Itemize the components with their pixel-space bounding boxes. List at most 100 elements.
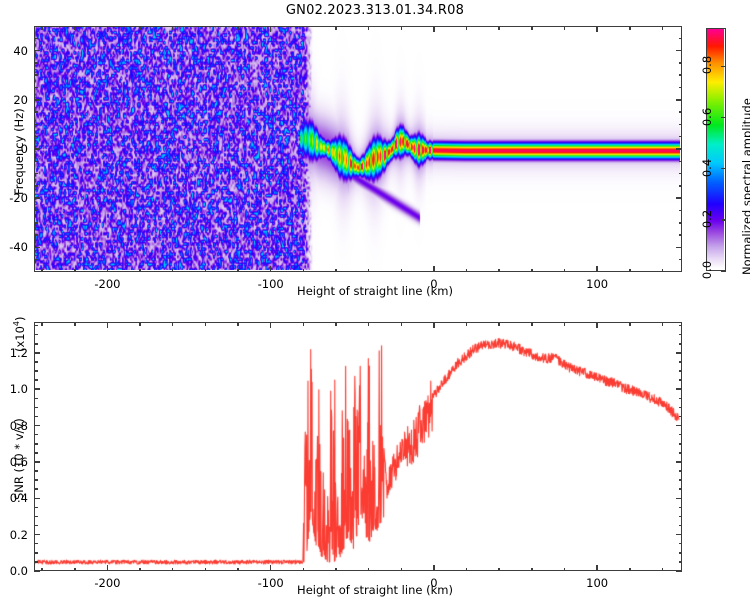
snr-panel bbox=[34, 322, 682, 571]
x-tick-minor-top bbox=[465, 26, 468, 30]
y-tick-minor-right bbox=[678, 74, 682, 76]
colorbar-tick bbox=[721, 270, 726, 272]
x-tick-minor-top bbox=[531, 322, 533, 326]
x-tick-minor bbox=[563, 268, 566, 272]
y-tick-minor-right bbox=[678, 561, 682, 563]
y-tick-major bbox=[34, 49, 40, 52]
x-tick-minor bbox=[531, 567, 533, 571]
y-tick-minor bbox=[34, 86, 38, 89]
x-tick-major-top bbox=[433, 26, 435, 32]
x-tick-label: 100 bbox=[586, 576, 609, 590]
y-tick-label: 20 bbox=[13, 92, 28, 107]
y-tick-label: 0.0 bbox=[9, 564, 28, 578]
y-tick-major bbox=[34, 352, 40, 354]
snr-exponent-base: (x10 bbox=[12, 326, 27, 352]
x-tick-minor bbox=[171, 268, 174, 272]
y-tick-minor bbox=[34, 470, 38, 472]
y-tick-major-right bbox=[676, 246, 682, 249]
x-tick-major-top bbox=[106, 26, 109, 32]
y-tick-minor bbox=[34, 74, 38, 76]
x-tick-minor-top bbox=[139, 322, 141, 326]
spectrogram-y-axis-label: Frequency (Hz) bbox=[12, 108, 26, 195]
y-tick-minor bbox=[34, 185, 38, 187]
x-tick-major-top bbox=[433, 322, 435, 328]
colorbar-gradient bbox=[707, 29, 724, 269]
y-tick-minor bbox=[34, 160, 38, 163]
x-tick-minor-top bbox=[41, 26, 43, 30]
y-tick-major bbox=[34, 148, 40, 150]
x-tick-minor bbox=[498, 268, 500, 272]
x-tick-minor-top bbox=[171, 26, 174, 30]
x-tick-minor-top bbox=[629, 322, 631, 326]
y-tick-minor-right bbox=[678, 479, 682, 481]
colorbar-tick-label: 0.8 bbox=[700, 56, 714, 75]
snr-y-axis-exponent: (x104) bbox=[12, 316, 27, 352]
colorbar-tick-label: 0.4 bbox=[700, 158, 714, 177]
y-tick-minor-right bbox=[678, 406, 682, 409]
y-tick-minor-right bbox=[678, 370, 682, 372]
x-tick-major bbox=[106, 266, 109, 272]
x-tick-minor-top bbox=[531, 26, 533, 30]
x-tick-minor-top bbox=[302, 26, 305, 30]
x-tick-minor-top bbox=[335, 26, 337, 30]
x-tick-major-top bbox=[596, 322, 598, 328]
y-tick-minor-right bbox=[678, 37, 682, 40]
y-tick-label: 0 bbox=[20, 142, 28, 156]
y-tick-major bbox=[34, 197, 40, 199]
x-tick-minor-top bbox=[563, 322, 566, 326]
y-tick-major-right bbox=[676, 49, 682, 52]
colorbar-tick bbox=[721, 219, 726, 221]
y-tick-label: 0.6 bbox=[9, 454, 28, 469]
y-tick-major bbox=[34, 246, 40, 249]
x-tick-minor bbox=[400, 567, 402, 571]
colorbar-label: Normalized spectral amplitude bbox=[740, 98, 750, 275]
x-tick-minor-top bbox=[629, 26, 631, 30]
y-tick-minor bbox=[34, 561, 38, 563]
y-tick-minor bbox=[34, 406, 38, 409]
y-tick-minor-right bbox=[678, 222, 682, 224]
y-tick-major bbox=[34, 461, 40, 463]
y-tick-major-right bbox=[676, 197, 682, 199]
y-tick-label: -40 bbox=[9, 240, 28, 255]
x-tick-major-top bbox=[269, 322, 272, 328]
y-tick-minor-right bbox=[678, 415, 682, 418]
x-tick-minor-top bbox=[563, 26, 566, 30]
x-tick-minor bbox=[498, 567, 500, 571]
x-tick-major bbox=[596, 266, 598, 272]
y-tick-major-right bbox=[676, 497, 682, 500]
x-tick-major bbox=[433, 565, 435, 571]
x-tick-minor bbox=[139, 268, 141, 272]
x-tick-minor-top bbox=[74, 322, 76, 326]
x-tick-minor bbox=[204, 567, 207, 571]
snr-x-axis-label: Height of straight line (km) bbox=[297, 583, 453, 597]
y-tick-major-right bbox=[676, 352, 682, 354]
y-tick-major-right bbox=[676, 99, 682, 101]
y-tick-minor bbox=[34, 209, 38, 212]
y-tick-minor bbox=[34, 379, 38, 381]
x-tick-label: -200 bbox=[94, 576, 121, 590]
x-tick-minor bbox=[661, 268, 664, 272]
x-tick-minor bbox=[171, 567, 174, 571]
x-tick-minor bbox=[302, 268, 305, 272]
y-tick-minor-right bbox=[678, 343, 682, 345]
y-tick-minor-right bbox=[678, 361, 682, 363]
x-tick-minor bbox=[563, 567, 566, 571]
y-tick-minor-right bbox=[678, 160, 682, 163]
y-tick-minor-right bbox=[678, 258, 682, 261]
x-tick-label: -200 bbox=[94, 277, 121, 291]
x-tick-minor bbox=[204, 268, 207, 272]
y-tick-minor bbox=[34, 62, 38, 64]
y-tick-minor-right bbox=[678, 443, 682, 445]
y-tick-minor-right bbox=[678, 542, 682, 545]
y-tick-minor-right bbox=[678, 488, 682, 490]
x-tick-minor-top bbox=[237, 322, 239, 326]
x-tick-major bbox=[596, 565, 598, 571]
x-tick-minor-top bbox=[367, 322, 370, 326]
y-tick-minor bbox=[34, 433, 38, 436]
x-tick-minor-top bbox=[661, 26, 664, 30]
y-tick-minor bbox=[34, 222, 38, 224]
x-tick-minor bbox=[302, 567, 305, 571]
y-tick-minor-right bbox=[678, 111, 682, 113]
x-tick-minor bbox=[74, 567, 76, 571]
y-tick-minor-right bbox=[678, 234, 682, 236]
